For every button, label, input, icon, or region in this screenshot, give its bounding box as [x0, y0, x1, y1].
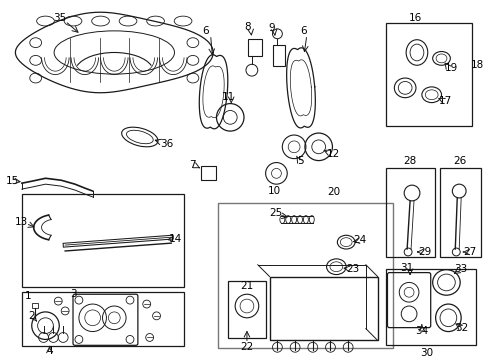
Bar: [385, 23, 471, 126]
Text: 25: 25: [268, 208, 282, 218]
Text: 3: 3: [70, 289, 76, 299]
Text: 6: 6: [300, 26, 306, 36]
Text: 24: 24: [353, 235, 366, 245]
Text: 19: 19: [444, 63, 457, 73]
Text: 8: 8: [244, 22, 251, 32]
Text: 27: 27: [463, 247, 476, 257]
Text: 4: 4: [46, 346, 53, 356]
Text: 11: 11: [221, 92, 234, 102]
Bar: [273, 45, 285, 66]
Text: 21: 21: [240, 282, 253, 291]
Text: 17: 17: [438, 96, 451, 105]
Text: 29: 29: [417, 247, 430, 257]
Text: 23: 23: [346, 264, 359, 274]
Text: 36: 36: [160, 139, 173, 149]
Text: 12: 12: [326, 149, 339, 159]
Text: 22: 22: [240, 342, 253, 352]
Bar: [439, 168, 480, 257]
Text: 1: 1: [24, 291, 31, 301]
Text: 32: 32: [455, 323, 468, 333]
Bar: [201, 166, 216, 180]
Text: 7: 7: [189, 161, 196, 171]
Text: 18: 18: [470, 60, 484, 70]
Bar: [218, 203, 392, 348]
Text: 28: 28: [403, 156, 416, 166]
Text: 26: 26: [453, 156, 466, 166]
Text: 14: 14: [168, 234, 182, 244]
Bar: [22, 292, 183, 346]
Bar: [22, 194, 183, 287]
Text: 9: 9: [267, 23, 274, 33]
Text: 15: 15: [5, 176, 19, 186]
Text: 33: 33: [454, 264, 467, 274]
Text: 13: 13: [15, 216, 28, 226]
Bar: [269, 276, 377, 341]
Bar: [32, 303, 38, 308]
Text: 30: 30: [419, 348, 432, 358]
Text: 2: 2: [28, 311, 35, 321]
Bar: [247, 39, 261, 57]
Text: 20: 20: [326, 187, 339, 197]
Text: 6: 6: [202, 26, 208, 36]
Text: 10: 10: [267, 186, 281, 196]
Text: 5: 5: [297, 156, 304, 166]
Text: 31: 31: [400, 263, 413, 273]
Text: 16: 16: [407, 13, 421, 23]
Bar: [385, 168, 434, 257]
Text: 35: 35: [54, 13, 67, 23]
Text: 34: 34: [414, 325, 427, 336]
Bar: [228, 282, 265, 338]
Bar: [385, 269, 475, 345]
